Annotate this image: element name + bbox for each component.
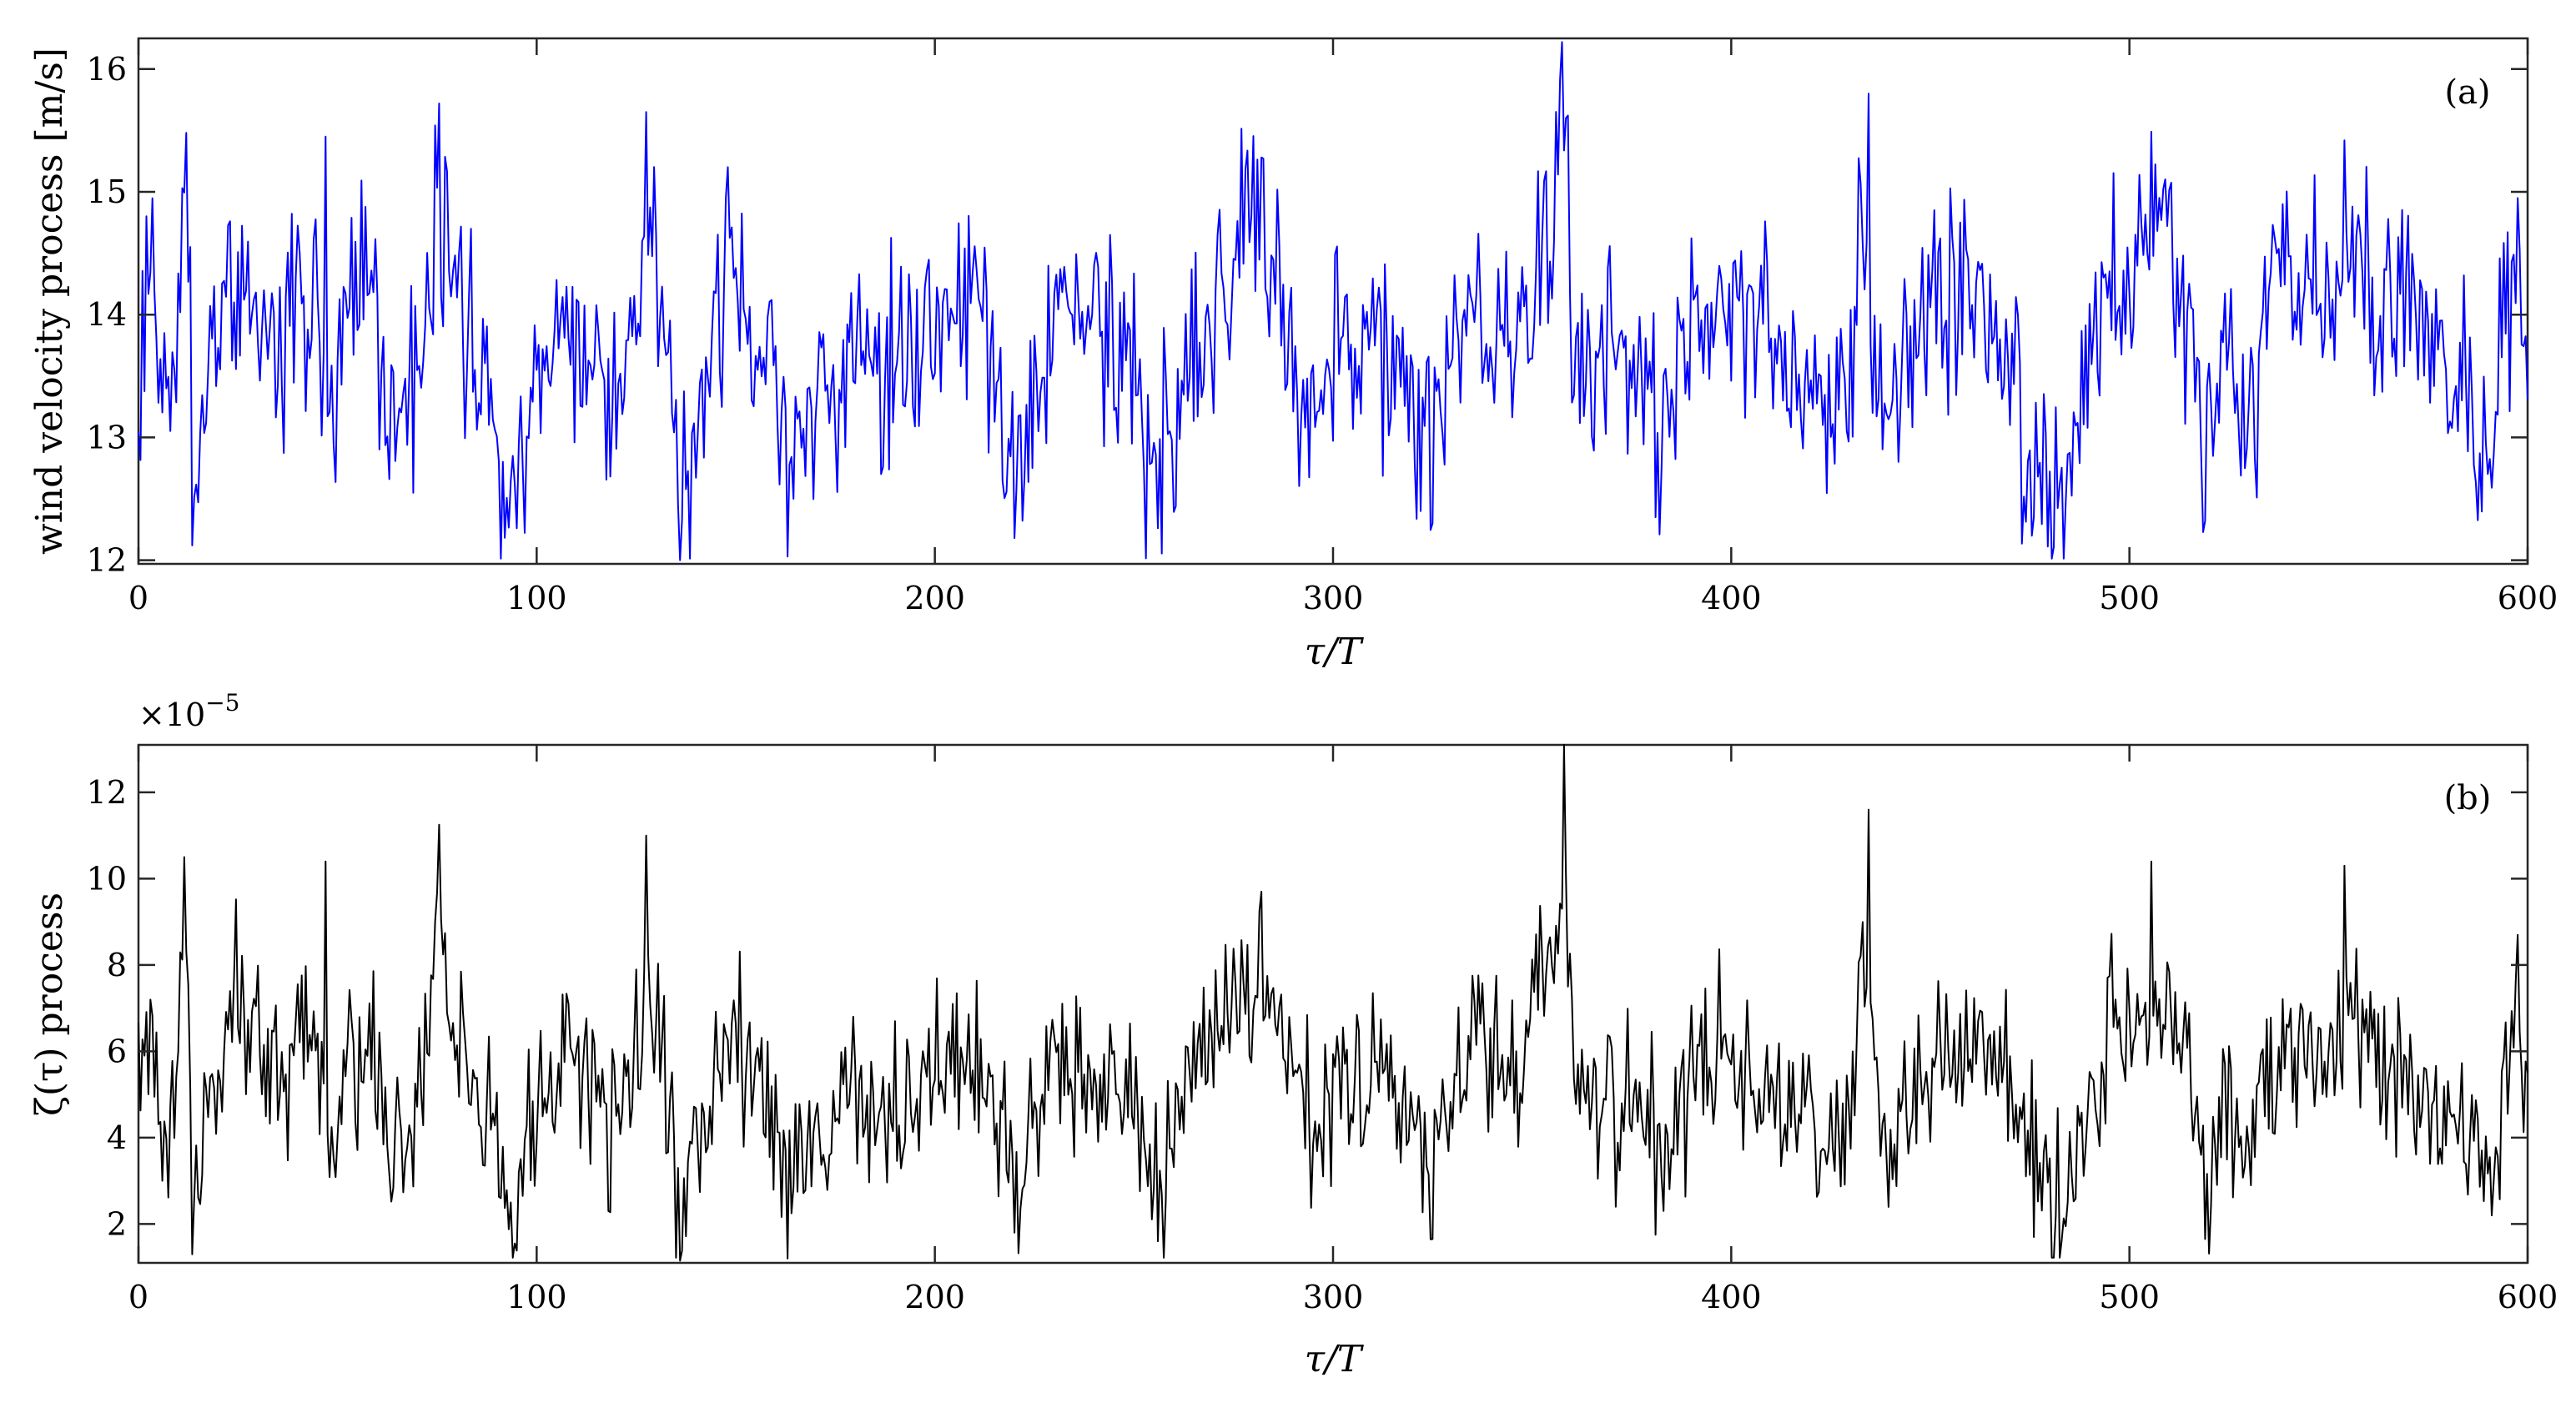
y-tick-label: 14 — [87, 296, 127, 333]
panel-a-wind-velocity: 0 100 200 300 400 500 600 12 13 14 15 16 (a) τ/T w… — [28, 37, 2558, 673]
x-tick-label: 100 — [506, 580, 567, 616]
y-tick-label: 10 — [87, 860, 127, 897]
y-tick-label: 12 — [87, 542, 127, 579]
panel-a-axes-frame — [137, 37, 2529, 566]
panel-b-axes-frame — [137, 743, 2529, 1265]
x-tick-label: 600 — [2498, 1279, 2558, 1315]
x-tick-label: 300 — [1303, 1279, 1364, 1315]
y-tick-label: 4 — [107, 1119, 127, 1156]
x-tick-label: 0 — [128, 580, 148, 616]
panel-a-y-axis-label: wind velocity process [m/s] — [28, 48, 71, 555]
y-tick-label: 8 — [107, 947, 127, 983]
panel-b-y-axis-label: ζ(τ) process — [28, 893, 71, 1116]
x-tick-label: 600 — [2498, 580, 2558, 616]
x-tick-label: 200 — [904, 580, 965, 616]
panel-b-zeta-process: 0 100 200 300 400 500 600 2 4 6 8 10 12 (b) ×10−5 τ… — [28, 689, 2558, 1380]
panel-b-label: (b) — [2444, 779, 2492, 817]
x-tick-label: 400 — [1701, 1279, 1762, 1315]
exponent-base: ×10 — [138, 696, 205, 733]
panel-a-series-line — [138, 41, 2528, 561]
y-tick-label: 6 — [107, 1033, 127, 1069]
x-tick-label: 400 — [1701, 580, 1762, 616]
panel-a-label: (a) — [2444, 73, 2490, 112]
x-tick-label: 100 — [506, 1279, 567, 1315]
y-tick-label: 12 — [87, 774, 127, 811]
y-tick-label: 13 — [87, 419, 127, 455]
panel-a-x-ticks: 0 100 200 300 400 500 600 — [128, 38, 2558, 616]
panel-b-x-axis-label: τ/T — [1305, 1338, 1365, 1380]
panel-b-series-line — [138, 744, 2528, 1262]
x-tick-label: 0 — [128, 1279, 148, 1315]
panel-b-x-ticks: 0 100 200 300 400 500 600 — [128, 745, 2558, 1315]
panel-a-x-axis-label: τ/T — [1305, 631, 1365, 673]
exponent-power: −5 — [205, 689, 239, 717]
x-tick-label: 500 — [2099, 1279, 2160, 1315]
x-tick-label: 500 — [2099, 580, 2160, 616]
y-tick-label: 16 — [87, 51, 127, 88]
x-tick-label: 300 — [1303, 580, 1364, 616]
panel-b-exponent-label: ×10−5 — [138, 689, 239, 733]
panel-b-y-ticks: 2 4 6 8 10 12 — [87, 774, 2528, 1242]
panel-a-y-ticks: 12 13 14 15 16 — [87, 51, 2528, 579]
y-tick-label: 2 — [107, 1205, 127, 1242]
x-tick-label: 200 — [904, 1279, 965, 1315]
y-tick-label: 15 — [87, 173, 127, 210]
